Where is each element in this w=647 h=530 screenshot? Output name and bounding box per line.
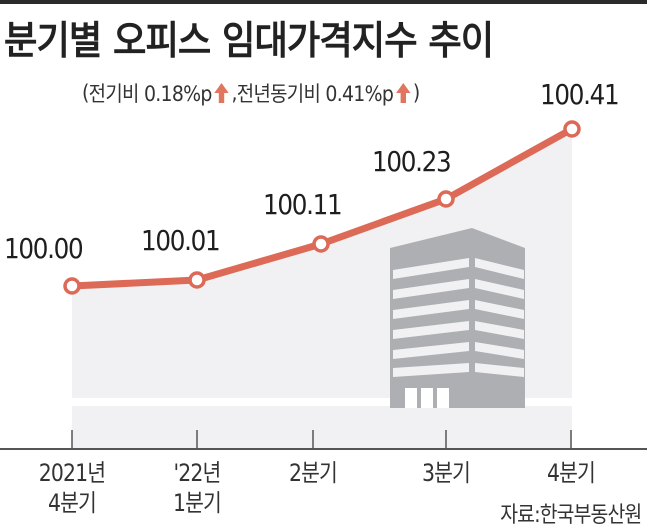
chart-title: 분기별 오피스 임대가격지수 추이 xyxy=(4,19,494,64)
source-note: 자료:한국부동산원 xyxy=(499,503,642,528)
top-border xyxy=(0,0,647,4)
up-arrow-icon xyxy=(214,83,229,103)
x-label: 2021년 4분기 xyxy=(38,458,106,518)
x-label-line1: 3분기 xyxy=(422,459,471,487)
x-label-line1: 4분기 xyxy=(547,459,596,487)
x-label: '22년 1분기 xyxy=(173,458,222,518)
subtitle-yoy: 전년동기비 0.41%p xyxy=(236,82,394,106)
subtitle-qoq: 전기비 0.18%p xyxy=(88,82,213,106)
x-label: 2분기 xyxy=(289,458,338,488)
value-label: 100.41 xyxy=(540,78,620,111)
subtitle-close-paren: ) xyxy=(412,81,420,105)
value-label: 100.00 xyxy=(4,232,84,265)
value-label: 100.23 xyxy=(372,145,452,178)
x-label: 4분기 xyxy=(547,458,596,488)
subtitle-open-paren: ( xyxy=(82,81,89,105)
data-point xyxy=(188,271,206,289)
x-label: 3분기 xyxy=(422,458,471,488)
value-label: 100.01 xyxy=(141,224,221,257)
up-arrow-icon xyxy=(395,83,411,103)
chart-subtitle: ( 전기비 0.18%p , 전년동기비 0.41%p ) xyxy=(82,78,420,108)
x-label-line1: 2분기 xyxy=(289,459,338,487)
building-icon xyxy=(390,228,525,408)
data-point xyxy=(437,190,455,208)
x-label-line2: 1분기 xyxy=(173,489,222,517)
x-label-line2: 4분기 xyxy=(48,489,97,517)
x-label-line1: 2021년 xyxy=(38,459,106,487)
data-point xyxy=(312,235,330,253)
data-point xyxy=(63,277,81,295)
x-ticks xyxy=(71,430,572,449)
x-label-line1: '22년 xyxy=(173,459,222,487)
value-label: 100.11 xyxy=(263,188,343,221)
area-band xyxy=(72,398,572,406)
subtitle-separator: , xyxy=(231,81,237,105)
data-point xyxy=(563,120,581,138)
data-points xyxy=(63,120,581,295)
